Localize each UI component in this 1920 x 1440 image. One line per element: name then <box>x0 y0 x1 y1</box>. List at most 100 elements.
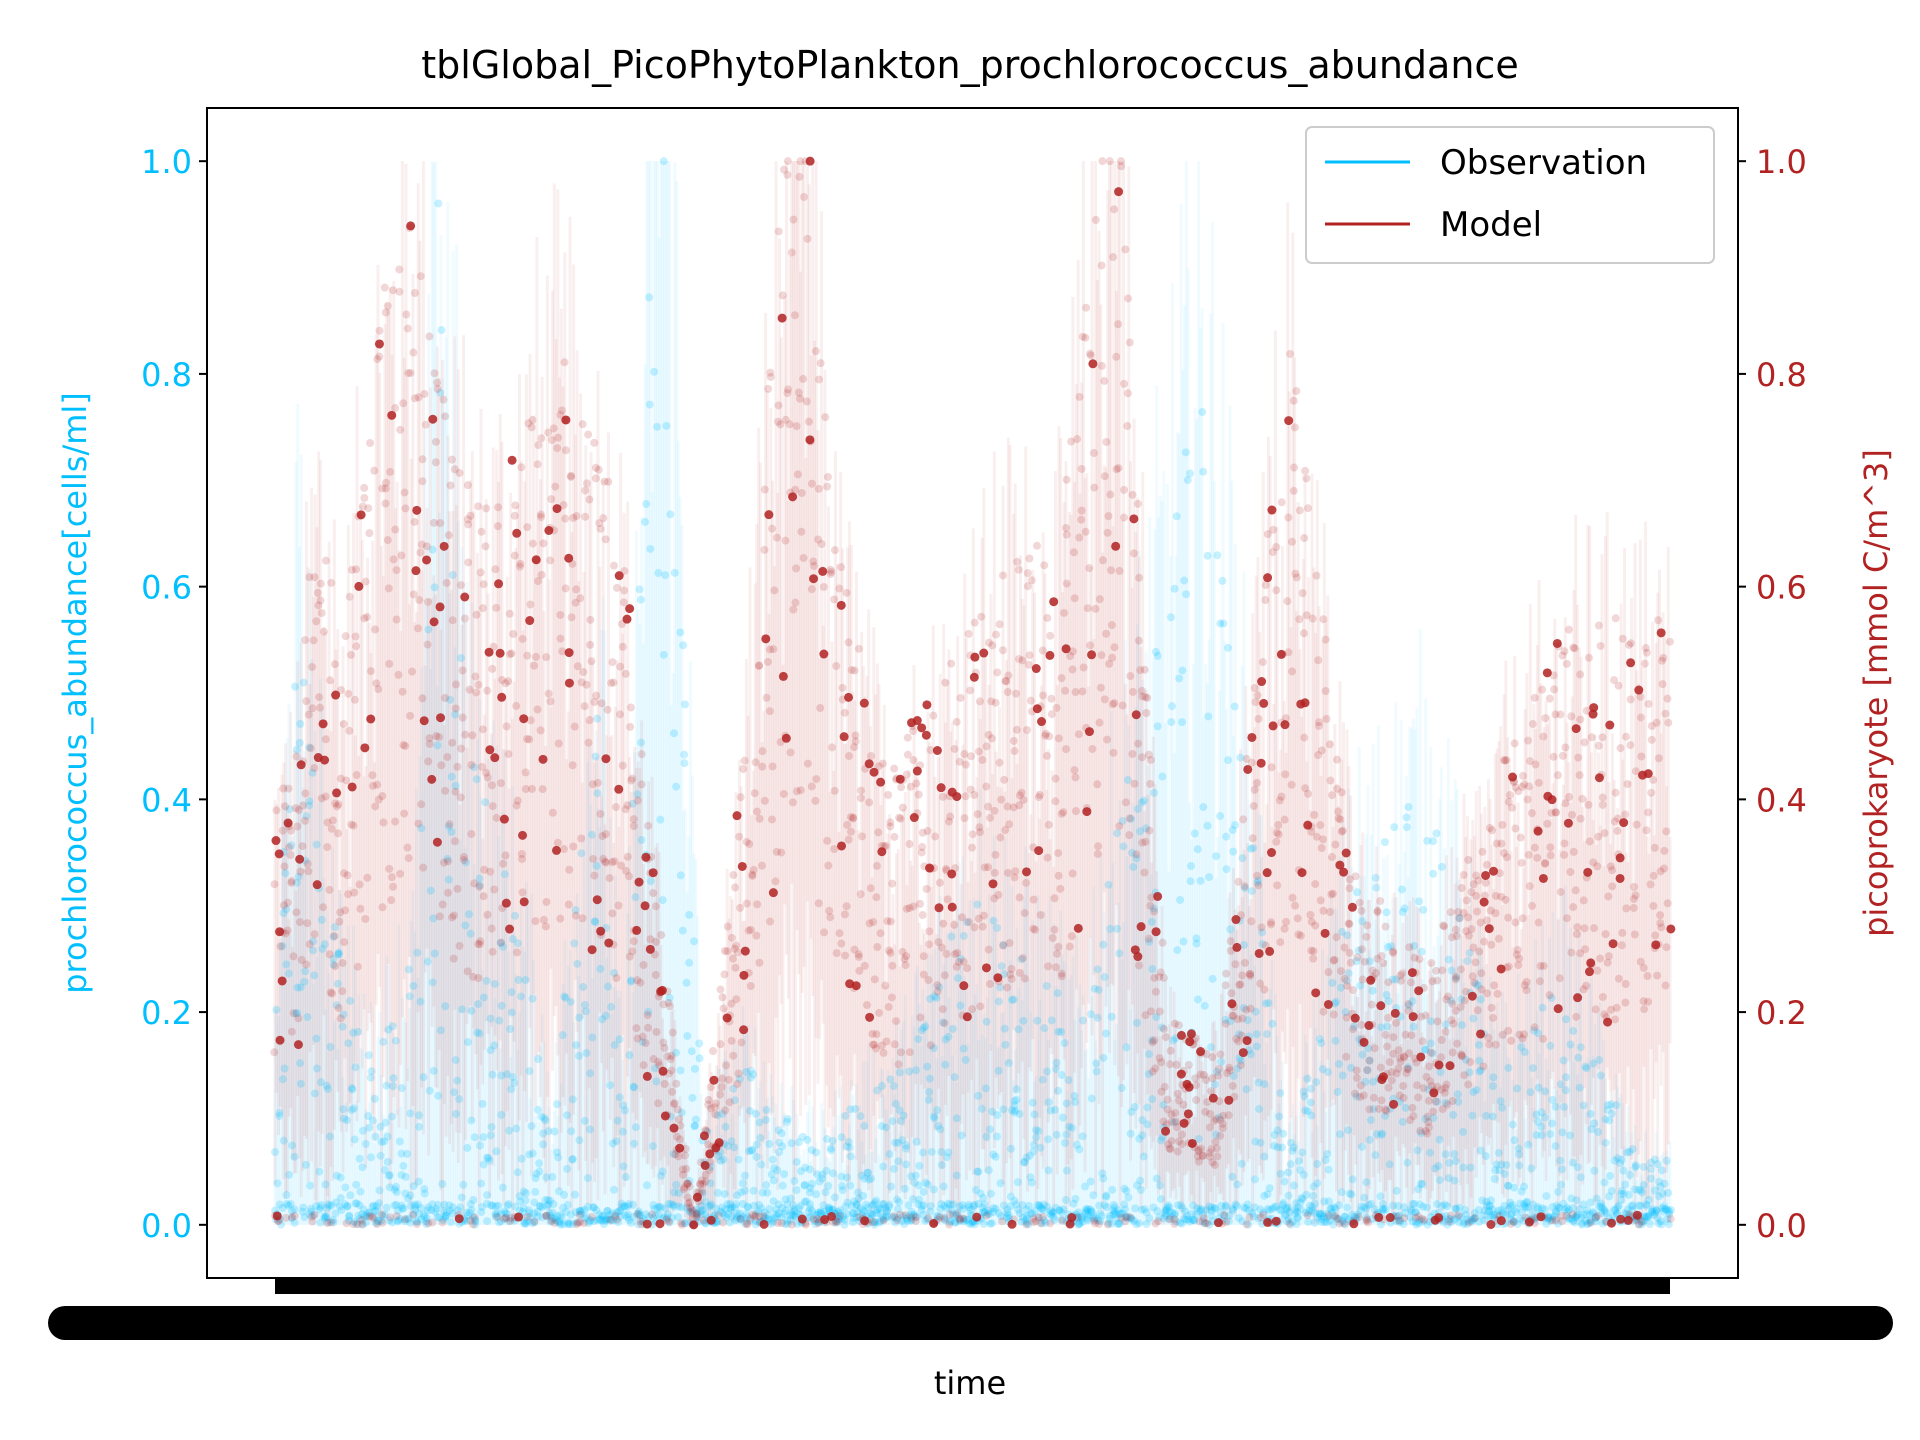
observation-point <box>1298 1148 1307 1157</box>
observation-point <box>720 1211 729 1220</box>
model-point <box>525 735 534 744</box>
observation-point <box>582 1049 591 1058</box>
model-point <box>341 632 350 641</box>
observation-point <box>488 1070 497 1079</box>
model-point <box>793 470 802 479</box>
observation-point <box>535 1201 544 1210</box>
observation-point <box>732 1212 741 1221</box>
observation-point <box>952 1171 961 1180</box>
model-point <box>755 814 764 823</box>
model-point <box>604 477 613 486</box>
observation-point <box>897 1216 906 1225</box>
observation-point <box>626 1218 635 1227</box>
model-point <box>559 501 568 510</box>
observation-point <box>396 1214 405 1223</box>
observation-point <box>308 946 317 955</box>
observation-point <box>482 976 491 985</box>
observation-point <box>646 544 655 553</box>
observation-point <box>1660 1179 1669 1188</box>
model-point <box>673 1105 682 1114</box>
model-point <box>817 540 826 549</box>
observation-point <box>536 1202 545 1211</box>
observation-point <box>727 1137 736 1146</box>
observation-point <box>283 1200 292 1209</box>
observation-point <box>522 1219 531 1228</box>
observation-point <box>1101 1029 1110 1038</box>
observation-point <box>469 1195 478 1204</box>
observation-point <box>615 1093 624 1102</box>
observation-point <box>287 1207 296 1216</box>
observation-point <box>616 1206 625 1215</box>
observation-point <box>510 1078 519 1087</box>
observation-point <box>1490 1174 1499 1183</box>
observation-point <box>1551 1142 1560 1151</box>
observation-point <box>1092 1059 1101 1068</box>
observation-point <box>629 1212 638 1221</box>
model-point <box>293 822 302 831</box>
observation-point <box>763 1211 772 1220</box>
observation-point <box>556 1219 565 1228</box>
observation-point <box>733 1210 742 1219</box>
model-point <box>536 726 545 735</box>
model-point <box>626 703 635 712</box>
observation-point <box>732 1191 741 1200</box>
observation-point <box>554 1153 563 1162</box>
observation-point <box>875 1203 884 1212</box>
observation-point <box>445 1201 454 1210</box>
observation-point <box>479 1133 488 1142</box>
model-point <box>400 809 409 818</box>
observation-point <box>886 1075 895 1084</box>
observation-point <box>1145 1214 1154 1223</box>
observation-point <box>692 1208 701 1217</box>
observation-point <box>592 1206 601 1215</box>
observation-point <box>878 1200 887 1209</box>
model-point <box>357 1215 366 1224</box>
observation-point <box>1434 1161 1443 1170</box>
observation-point <box>852 1213 861 1222</box>
observation-point <box>658 1167 667 1176</box>
observation-point <box>1147 917 1156 926</box>
observation-point <box>688 1093 697 1102</box>
observation-point <box>1052 1058 1061 1067</box>
observation-point <box>1004 1059 1013 1068</box>
model-point <box>590 438 599 447</box>
observation-point <box>393 1217 402 1226</box>
observation-point <box>653 422 662 431</box>
observation-point <box>829 1169 838 1178</box>
observation-point <box>925 1074 934 1083</box>
observation-point <box>601 1215 610 1224</box>
model-point <box>425 734 434 743</box>
model-point <box>844 692 854 702</box>
observation-point <box>306 1181 315 1190</box>
observation-point <box>783 1114 792 1123</box>
model-point <box>403 843 412 852</box>
model-point <box>781 536 790 545</box>
model-point <box>566 471 575 480</box>
observation-point <box>552 1100 561 1109</box>
observation-point <box>546 1217 555 1226</box>
model-point <box>632 1024 641 1033</box>
model-point <box>497 692 507 702</box>
observation-point <box>1170 584 1179 593</box>
observation-point <box>911 1171 920 1180</box>
observation-point <box>900 1184 909 1193</box>
observation-point <box>345 1212 354 1221</box>
observation-point <box>635 1211 644 1220</box>
model-point <box>844 835 853 844</box>
observation-point <box>413 1218 422 1227</box>
observation-point <box>467 1006 476 1015</box>
observation-point <box>619 1162 628 1171</box>
observation-point <box>844 1137 853 1146</box>
observation-point <box>642 499 651 508</box>
model-point <box>507 649 516 658</box>
observation-point <box>1309 1191 1318 1200</box>
observation-point <box>355 1201 364 1210</box>
observation-point <box>1268 1019 1277 1028</box>
observation-point <box>503 1070 512 1079</box>
observation-point <box>592 861 601 870</box>
observation-point <box>723 1142 732 1151</box>
observation-point <box>1079 1016 1088 1025</box>
observation-point <box>422 1217 431 1226</box>
observation-point <box>752 1140 761 1149</box>
observation-point <box>1278 1143 1287 1152</box>
